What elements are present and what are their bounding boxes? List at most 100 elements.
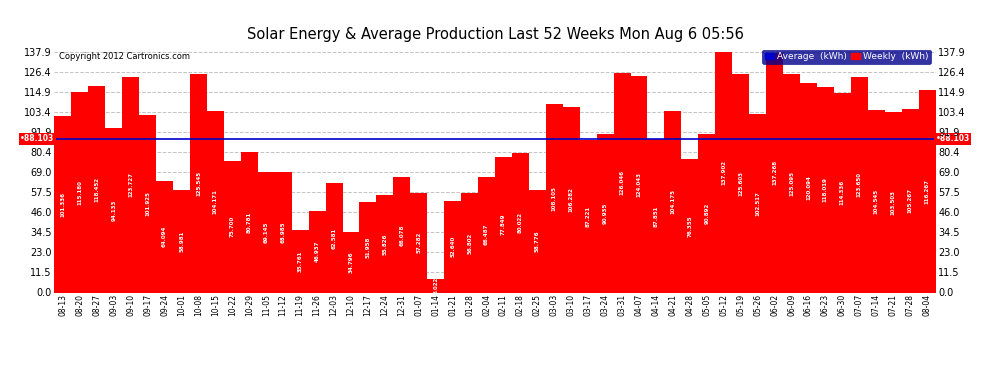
Bar <box>885 112 902 292</box>
Text: Copyright 2012 Cartronics.com: Copyright 2012 Cartronics.com <box>58 53 190 62</box>
Text: 51.958: 51.958 <box>365 237 370 258</box>
Text: 123.727: 123.727 <box>128 172 134 197</box>
Text: 77.849: 77.849 <box>501 214 506 236</box>
Bar <box>529 190 545 292</box>
Bar <box>156 181 173 292</box>
Text: 52.640: 52.640 <box>450 236 455 257</box>
Text: 104.171: 104.171 <box>213 189 218 214</box>
Text: 115.180: 115.180 <box>77 180 82 204</box>
Bar <box>562 107 580 292</box>
Bar <box>580 141 597 292</box>
Text: 46.937: 46.937 <box>315 241 320 262</box>
Bar <box>631 76 647 292</box>
Text: 80.781: 80.781 <box>247 211 251 233</box>
Text: 125.095: 125.095 <box>789 171 794 196</box>
Bar <box>817 87 834 292</box>
Bar <box>54 116 71 292</box>
Text: 66.078: 66.078 <box>399 224 404 246</box>
Bar <box>393 177 410 292</box>
Bar <box>71 92 88 292</box>
Text: 55.826: 55.826 <box>382 233 387 255</box>
Bar <box>410 193 428 292</box>
Text: •88.103: •88.103 <box>20 135 54 144</box>
Bar <box>681 159 698 292</box>
Text: •88.103: •88.103 <box>936 135 970 144</box>
Bar <box>359 202 376 292</box>
Text: 76.355: 76.355 <box>687 215 692 237</box>
Bar <box>343 232 359 292</box>
Text: 102.517: 102.517 <box>755 191 760 216</box>
Text: 120.094: 120.094 <box>806 176 811 200</box>
Bar <box>257 172 275 292</box>
Bar <box>614 73 631 292</box>
Text: 118.019: 118.019 <box>823 177 828 202</box>
Bar <box>664 111 681 292</box>
Text: 94.133: 94.133 <box>111 200 116 221</box>
Bar <box>122 77 140 292</box>
Text: 105.267: 105.267 <box>908 188 913 213</box>
Bar <box>140 115 156 292</box>
Text: 137.268: 137.268 <box>772 160 777 185</box>
Bar <box>495 157 512 292</box>
Text: 57.282: 57.282 <box>416 232 422 253</box>
Bar <box>766 53 783 292</box>
Text: 123.650: 123.650 <box>856 172 862 197</box>
Text: 87.221: 87.221 <box>586 206 591 227</box>
Bar <box>478 177 495 292</box>
Bar <box>545 104 562 292</box>
Text: 137.902: 137.902 <box>722 160 727 185</box>
Bar <box>428 279 445 292</box>
Text: 90.935: 90.935 <box>603 202 608 224</box>
Text: 58.981: 58.981 <box>179 230 184 252</box>
Text: 106.282: 106.282 <box>568 188 574 212</box>
Text: 104.545: 104.545 <box>874 189 879 214</box>
Text: 108.105: 108.105 <box>551 186 556 211</box>
Bar <box>868 110 885 292</box>
Text: 35.761: 35.761 <box>298 251 303 272</box>
Bar <box>834 93 850 292</box>
Bar <box>241 152 257 292</box>
Bar <box>445 201 461 292</box>
Bar <box>173 190 190 292</box>
Bar <box>919 90 936 292</box>
Text: 114.336: 114.336 <box>840 180 844 206</box>
Text: 125.545: 125.545 <box>196 171 201 196</box>
Legend: Average  (kWh), Weekly  (kWh): Average (kWh), Weekly (kWh) <box>762 50 931 64</box>
Text: 116.267: 116.267 <box>925 178 930 204</box>
Text: 64.094: 64.094 <box>162 226 167 248</box>
Bar <box>309 211 326 292</box>
Bar <box>105 128 122 292</box>
Bar <box>850 77 868 292</box>
Text: 124.043: 124.043 <box>637 172 642 197</box>
Bar <box>597 134 614 292</box>
Text: 34.796: 34.796 <box>348 251 353 273</box>
Bar <box>647 140 664 292</box>
Text: 125.603: 125.603 <box>739 171 743 195</box>
Text: 104.175: 104.175 <box>670 189 675 214</box>
Bar <box>207 111 224 292</box>
Bar <box>902 109 919 292</box>
Text: 58.776: 58.776 <box>535 231 540 252</box>
Text: 56.802: 56.802 <box>467 232 472 254</box>
Bar <box>274 172 292 292</box>
Text: 126.046: 126.046 <box>620 170 625 195</box>
Bar <box>326 183 343 292</box>
Text: 66.487: 66.487 <box>484 224 489 245</box>
Text: 68.985: 68.985 <box>281 222 286 243</box>
Text: 103.503: 103.503 <box>891 190 896 215</box>
Bar <box>800 83 817 292</box>
Text: 118.452: 118.452 <box>94 177 99 202</box>
Text: 69.145: 69.145 <box>263 222 268 243</box>
Text: 75.700: 75.700 <box>230 216 235 237</box>
Bar <box>292 230 309 292</box>
Bar <box>783 75 800 292</box>
Bar <box>88 86 105 292</box>
Bar <box>749 114 766 292</box>
Bar <box>376 195 393 292</box>
Bar <box>512 153 529 292</box>
Text: 87.851: 87.851 <box>653 205 658 226</box>
Bar <box>190 74 207 292</box>
Bar <box>461 194 478 292</box>
Text: 62.581: 62.581 <box>332 227 337 249</box>
Bar <box>715 52 733 292</box>
